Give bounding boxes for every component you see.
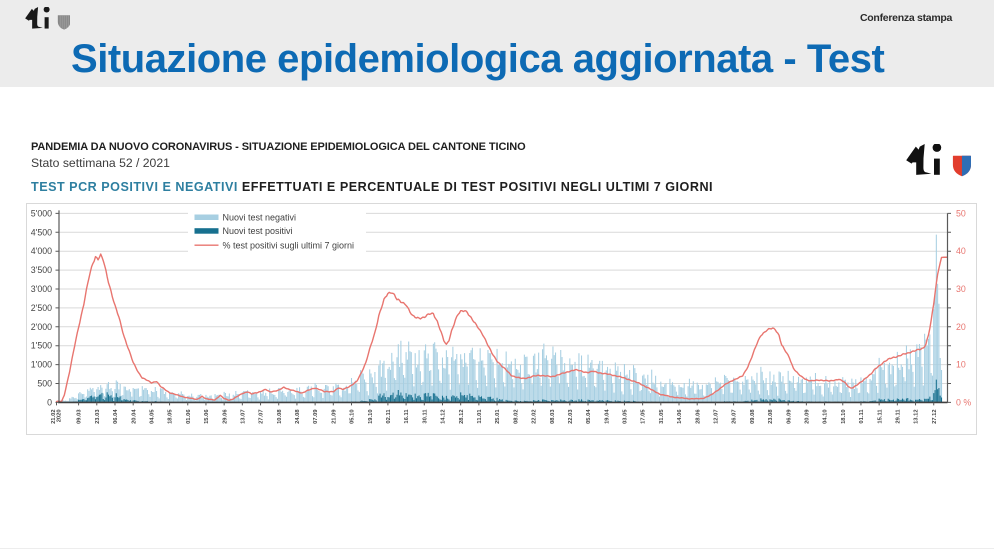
svg-text:28.06: 28.06 xyxy=(695,409,701,424)
svg-text:2'500: 2'500 xyxy=(31,303,52,313)
svg-text:20.09: 20.09 xyxy=(804,409,810,424)
svg-text:10.08: 10.08 xyxy=(277,409,283,424)
svg-text:30: 30 xyxy=(956,284,966,294)
svg-text:10: 10 xyxy=(956,360,966,370)
svg-text:500: 500 xyxy=(37,379,52,389)
svg-text:4'000: 4'000 xyxy=(31,246,52,256)
svg-text:28.12: 28.12 xyxy=(459,409,465,424)
svg-text:03.05: 03.05 xyxy=(623,409,629,424)
svg-text:Nuovi test positivi: Nuovi test positivi xyxy=(223,226,293,236)
svg-text:26.07: 26.07 xyxy=(732,409,738,424)
svg-text:21.02: 21.02 xyxy=(51,409,57,424)
svg-text:25.01: 25.01 xyxy=(495,409,501,424)
svg-text:2020: 2020 xyxy=(57,409,63,422)
svg-text:06.09: 06.09 xyxy=(786,409,792,424)
svg-text:04.10: 04.10 xyxy=(823,409,829,424)
svg-text:5'000: 5'000 xyxy=(31,208,52,218)
svg-text:13.12: 13.12 xyxy=(914,409,920,424)
svg-text:01.06: 01.06 xyxy=(186,409,192,424)
svg-text:19.04: 19.04 xyxy=(604,409,610,424)
svg-text:27.12: 27.12 xyxy=(932,409,938,424)
svg-text:23.03: 23.03 xyxy=(95,409,101,424)
svg-text:13.07: 13.07 xyxy=(240,409,246,424)
svg-text:22.03: 22.03 xyxy=(568,409,574,424)
svg-text:4'500: 4'500 xyxy=(31,227,52,237)
svg-text:3'000: 3'000 xyxy=(31,284,52,294)
svg-text:02.11: 02.11 xyxy=(386,409,392,424)
svg-text:24.08: 24.08 xyxy=(295,409,301,424)
svg-text:15.06: 15.06 xyxy=(204,409,210,424)
svg-text:22.02: 22.02 xyxy=(532,409,538,424)
svg-text:08.03: 08.03 xyxy=(550,409,556,424)
svg-text:05.04: 05.04 xyxy=(586,409,592,424)
svg-text:14.12: 14.12 xyxy=(441,409,447,424)
svg-text:14.06: 14.06 xyxy=(677,409,683,424)
svg-text:18.10: 18.10 xyxy=(841,409,847,424)
svg-text:29.06: 29.06 xyxy=(222,409,228,424)
svg-text:29.11: 29.11 xyxy=(895,409,901,424)
svg-text:50: 50 xyxy=(956,208,966,218)
svg-text:12.07: 12.07 xyxy=(714,409,720,424)
svg-text:06.04: 06.04 xyxy=(113,409,119,424)
svg-text:04.05: 04.05 xyxy=(149,409,155,424)
svg-text:31.05: 31.05 xyxy=(659,409,665,424)
svg-text:3'500: 3'500 xyxy=(31,265,52,275)
svg-text:30.11: 30.11 xyxy=(422,409,428,424)
svg-text:17.05: 17.05 xyxy=(641,409,647,424)
svg-text:20: 20 xyxy=(956,322,966,332)
svg-text:08.02: 08.02 xyxy=(513,409,519,424)
svg-text:Nuovi test negativi: Nuovi test negativi xyxy=(223,213,297,223)
svg-text:40: 40 xyxy=(956,246,966,256)
svg-text:2'000: 2'000 xyxy=(31,322,52,332)
svg-text:19.10: 19.10 xyxy=(368,409,374,424)
svg-text:05.10: 05.10 xyxy=(350,409,356,424)
svg-text:23.08: 23.08 xyxy=(768,409,774,424)
svg-text:20.04: 20.04 xyxy=(131,409,137,424)
svg-text:11.01: 11.01 xyxy=(477,409,483,424)
svg-text:09.03: 09.03 xyxy=(77,409,83,424)
svg-text:15.11: 15.11 xyxy=(877,409,883,424)
svg-text:21.09: 21.09 xyxy=(331,409,337,424)
svg-text:09.08: 09.08 xyxy=(750,409,756,424)
svg-text:0 %: 0 % xyxy=(956,397,971,407)
svg-text:% test positivi sugli ultimi 7: % test positivi sugli ultimi 7 giorni xyxy=(223,240,355,250)
svg-text:27.07: 27.07 xyxy=(259,409,265,424)
svg-text:07.09: 07.09 xyxy=(313,409,319,424)
svg-text:1'000: 1'000 xyxy=(31,360,52,370)
svg-text:16.11: 16.11 xyxy=(404,409,410,424)
svg-text:0: 0 xyxy=(47,397,52,407)
svg-text:18.05: 18.05 xyxy=(168,409,174,424)
svg-text:01.11: 01.11 xyxy=(859,409,865,424)
svg-text:1'500: 1'500 xyxy=(31,341,52,351)
